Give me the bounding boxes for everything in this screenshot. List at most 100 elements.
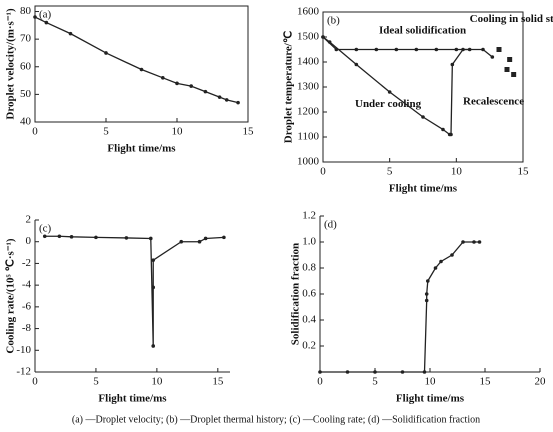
data-point [151, 285, 156, 290]
data-point [345, 370, 350, 374]
data-point [354, 62, 359, 67]
data-point [44, 20, 49, 25]
data-point [400, 370, 405, 374]
data-point [327, 40, 332, 44]
data-point [449, 132, 453, 137]
x-tick-label: 15 [212, 376, 224, 388]
y-tick-label: 1400 [297, 56, 320, 68]
data-point [481, 47, 485, 52]
y-tick-label: -4 [22, 279, 32, 291]
data-point [224, 98, 229, 102]
data-point [104, 51, 108, 55]
data-line [44, 235, 224, 346]
y-tick-label: 1.0 [302, 236, 316, 248]
x-tick-label: 15 [243, 126, 255, 138]
y-tick-label: -6 [22, 300, 32, 312]
x-axis-title: Flight time/ms [107, 143, 176, 155]
x-tick-label: 0 [32, 126, 38, 138]
data-line [322, 36, 470, 51]
y-tick-label: 1000 [297, 156, 320, 168]
data-point [450, 62, 455, 67]
data-point [433, 266, 438, 270]
y-tick-label: 0.6 [302, 288, 316, 300]
data-point [421, 115, 425, 119]
data-point [222, 235, 226, 240]
panel-label: (a) [39, 9, 52, 21]
data-point [42, 234, 47, 239]
data-point [94, 235, 98, 240]
y-tick-label: 40 [20, 116, 32, 128]
x-tick-label: 5 [103, 126, 109, 138]
y-tick-label: 1100 [297, 131, 319, 143]
y-axis-title: Droplet velocity/(m·s⁻¹) [5, 8, 17, 120]
x-tick-label: 0 [32, 376, 38, 388]
data-point [496, 47, 502, 52]
y-tick-label: 1600 [297, 6, 320, 18]
data-point [124, 236, 129, 240]
y-tick-label: 1200 [297, 106, 320, 118]
x-axis-title: Flight time/ms [98, 393, 167, 405]
data-point [426, 279, 430, 283]
y-tick-label: 80 [20, 5, 32, 17]
data-point [439, 259, 443, 264]
x-tick-label: 0 [317, 376, 323, 388]
data-line [322, 36, 493, 136]
data-point [450, 253, 454, 257]
x-tick-label: 20 [535, 376, 547, 388]
data-point [354, 47, 359, 52]
data-point [57, 234, 62, 239]
data-point [189, 84, 193, 88]
data-point [414, 47, 419, 52]
data-point [217, 95, 222, 99]
y-tick-label: 1300 [297, 81, 320, 93]
data-point [151, 258, 156, 262]
data-point [461, 240, 465, 244]
y-tick-label: -12 [16, 366, 31, 378]
data-point [507, 57, 513, 62]
data-point [434, 47, 439, 52]
x-tick-label: 0 [320, 166, 326, 178]
y-tick-label: 2 [26, 214, 32, 226]
data-point [161, 76, 165, 80]
data-point [69, 235, 74, 239]
data-point [373, 370, 377, 374]
data-point [68, 31, 73, 36]
y-tick-label: 1.2 [302, 210, 316, 222]
data-point [490, 55, 495, 59]
data-point [318, 370, 322, 374]
data-point [197, 239, 202, 244]
x-tick-label: 10 [172, 126, 184, 138]
x-tick-label: 10 [451, 166, 463, 178]
x-tick-label: 5 [93, 376, 99, 388]
data-point [387, 90, 392, 94]
annotation: Under cooling [355, 98, 422, 110]
data-point [179, 239, 184, 244]
data-point [151, 344, 156, 348]
data-point [424, 298, 429, 303]
data-line [34, 16, 239, 104]
data-point [472, 240, 476, 244]
data-point [374, 47, 379, 52]
data-point [477, 240, 482, 244]
panel-label: (b) [327, 15, 340, 27]
y-tick-label: 70 [20, 33, 32, 45]
annotation: Recalescence [463, 96, 524, 108]
x-axis-title: Flight time/ms [396, 393, 465, 405]
x-tick-label: 15 [518, 166, 530, 178]
y-axis-title: Droplet temperature/℃ [283, 31, 295, 143]
y-tick-label: 1500 [297, 31, 320, 43]
data-point [33, 15, 37, 19]
data-point [511, 72, 517, 77]
y-tick-label: -2 [22, 257, 31, 269]
y-tick-label: -10 [16, 344, 31, 356]
data-point [422, 370, 427, 374]
annotation: Cooling in solid state [470, 13, 553, 25]
data-point [236, 100, 240, 105]
y-tick-label: 0.2 [302, 340, 316, 352]
y-tick-label: 0.4 [302, 314, 316, 326]
x-tick-label: 5 [387, 166, 393, 178]
y-axis-title: Cooling rate/(10⁵ ℃·s⁻¹) [5, 238, 17, 354]
y-tick-label: 0 [26, 235, 32, 247]
plot-frame [34, 5, 249, 123]
